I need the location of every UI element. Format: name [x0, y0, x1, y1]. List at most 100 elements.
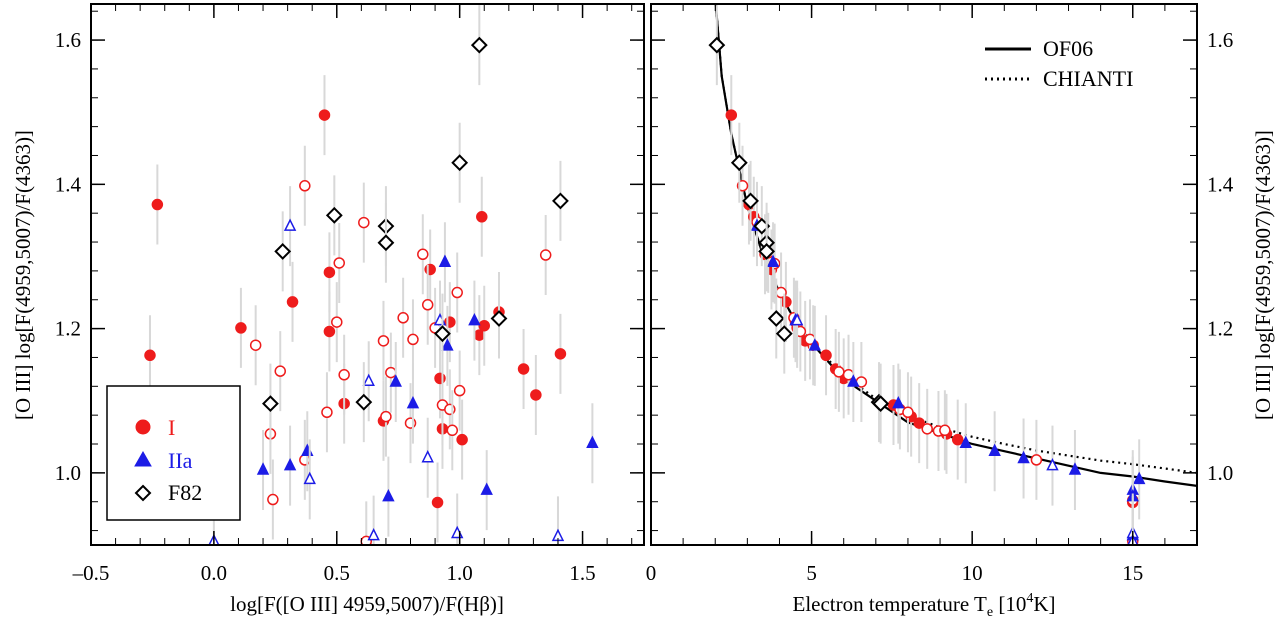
- left-y-tick-label: 1.2: [55, 317, 81, 341]
- point-i-filled: [323, 266, 336, 279]
- point-i-open: [385, 366, 397, 379]
- right-x-axis-title: Electron temperature Te [104K]: [793, 591, 1056, 619]
- left-y-tick-label: 1.4: [55, 172, 82, 196]
- right-plot-frame: [650, 3, 1198, 546]
- point-iia-filled: [586, 435, 599, 449]
- point-i-open: [407, 333, 419, 346]
- legend-label-IIa: IIa: [168, 448, 193, 473]
- point-f82-open: [262, 395, 279, 413]
- point-iia-open: [303, 471, 316, 485]
- point-f82-open: [355, 393, 373, 411]
- point-iia-open: [283, 218, 297, 231]
- point-i-filled: [478, 319, 490, 332]
- point-i-open: [299, 180, 311, 192]
- point-i-open: [274, 365, 286, 377]
- point-i-open: [902, 406, 914, 419]
- point-f82-open: [775, 325, 793, 343]
- point-iia-filled: [301, 443, 314, 456]
- point-iia-filled: [847, 374, 860, 387]
- point-iia-filled: [468, 312, 481, 326]
- point-i-open: [539, 249, 552, 261]
- point-iia-filled: [988, 443, 1001, 456]
- point-iia-filled: [256, 462, 270, 475]
- point-i-open: [939, 424, 951, 437]
- left-legend-box: [106, 385, 241, 521]
- right-x-tick-label: 5: [806, 561, 817, 585]
- legend-marker-I: [135, 419, 151, 435]
- legend-label-F82: F82: [168, 480, 202, 505]
- point-i-open: [1030, 454, 1043, 466]
- point-i-filled: [434, 372, 446, 385]
- point-i-open: [444, 403, 456, 416]
- right-panel: 0 5 10 15 1.0 1.2 1.4 1.6 Electron temperature …: [646, 3, 1275, 619]
- left-x-tick-label: –0.5: [72, 561, 110, 585]
- legend-marker-F82: [134, 484, 152, 502]
- right-y-tick-label: 1.4: [1207, 172, 1234, 196]
- point-i-filled: [476, 211, 488, 223]
- right-plot-area: [708, 4, 1197, 545]
- point-f82-open: [470, 36, 488, 54]
- right-x-axis-title-subscript: e: [987, 605, 993, 619]
- point-i-open: [338, 369, 350, 381]
- point-iia-filled: [892, 395, 905, 409]
- point-f82-open: [872, 395, 890, 413]
- point-iia-open: [367, 527, 380, 541]
- point-f82-open: [730, 154, 748, 172]
- point-f82-open: [552, 192, 569, 210]
- point-iia-filled: [480, 482, 493, 495]
- point-f82-open: [325, 206, 343, 224]
- point-i-filled: [951, 433, 964, 446]
- right-x-tick-label: 0: [646, 561, 657, 585]
- left-plot-frame: [90, 3, 645, 546]
- legend-label-CHIANTI: CHIANTI: [1043, 66, 1133, 91]
- point-f82-open: [451, 154, 469, 172]
- point-i-open: [453, 384, 466, 397]
- right-y-axis-title: [O III] log[F(4959,5007)/F(4363)]: [1251, 130, 1275, 420]
- right-x-axis-title-unit-pre: [10: [993, 592, 1026, 616]
- point-i-filled: [554, 348, 567, 360]
- right-y-tick-label: 1.0: [1207, 461, 1233, 485]
- point-iia-open: [433, 312, 447, 326]
- point-i-open: [267, 493, 279, 506]
- left-axis-ticks: –0.5 0.0 0.5 1.0 1.5 1.0 1.2 1.4 1.6: [55, 4, 644, 585]
- point-iia-open: [421, 450, 434, 463]
- point-i-open: [333, 257, 345, 269]
- legend-marker-IIa: [134, 450, 152, 467]
- point-iia-filled: [808, 338, 822, 351]
- right-y-tick-label: 1.6: [1207, 28, 1233, 52]
- right-x-tick-label: 10: [962, 561, 983, 585]
- point-f82-open: [758, 243, 776, 260]
- left-y-axis-title: [O III] log[F(4959,5007)/F(4363)]: [11, 130, 35, 420]
- right-x-axis-title-superscript: 4: [1026, 591, 1033, 606]
- point-iia-filled: [1068, 462, 1082, 475]
- point-f82-open: [434, 325, 451, 343]
- left-y-tick-label: 1.6: [55, 28, 81, 52]
- left-x-axis-title: log[F([O III] 4959,5007)/F(Hβ)]: [230, 592, 504, 616]
- point-f82-open: [377, 234, 395, 252]
- point-iia-filled: [283, 457, 297, 471]
- point-iia-filled: [406, 395, 420, 409]
- point-i-filled: [144, 349, 156, 362]
- point-iia-filled: [438, 254, 452, 267]
- point-i-open: [833, 366, 845, 378]
- point-f82-open: [490, 310, 508, 327]
- point-f82-open: [767, 310, 785, 327]
- point-i-filled: [151, 198, 164, 211]
- point-i-filled: [235, 322, 247, 334]
- point-i-open: [299, 454, 311, 466]
- left-x-tick-label: 1.5: [569, 561, 595, 585]
- point-iia-filled: [959, 435, 972, 449]
- point-i-open: [331, 316, 343, 328]
- point-iia-open: [450, 525, 464, 539]
- point-i-open: [249, 339, 262, 351]
- point-f82-open: [708, 36, 726, 54]
- point-f82-open: [742, 192, 759, 210]
- point-i-filled: [530, 389, 542, 401]
- point-i-filled: [424, 263, 436, 276]
- left-x-tick-label: 1.0: [447, 561, 473, 585]
- point-i-filled: [444, 316, 456, 328]
- legend-label-OF06: OF06: [1043, 36, 1093, 61]
- left-panel: –0.5 0.0 0.5 1.0 1.5 1.0 1.2 1.4 1.6 log[F([O II…: [11, 3, 645, 616]
- point-iia-open: [1046, 457, 1059, 471]
- point-iia-filled: [441, 338, 454, 351]
